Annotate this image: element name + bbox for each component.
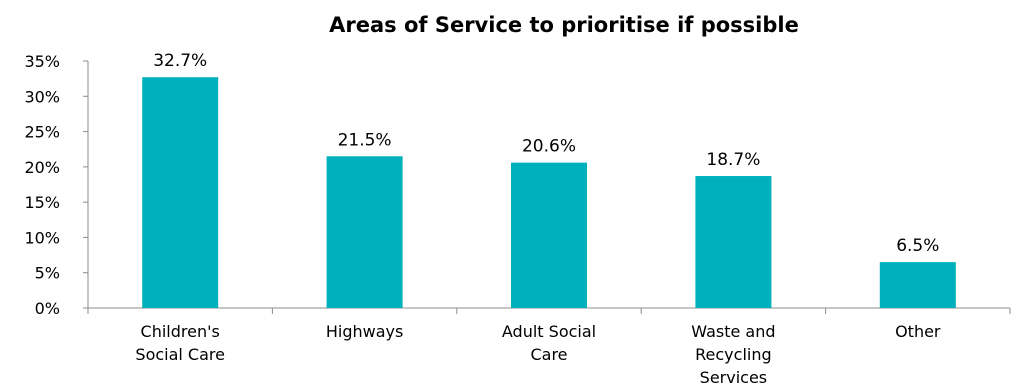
chart-title: Areas of Service to prioritise if possib… — [329, 13, 799, 37]
x-tick-label: Other — [895, 322, 941, 341]
data-label: 6.5% — [896, 236, 939, 256]
plot-area: 0% 5% 10% 15% 20% 25% 30% 35% 32.7% Children's Soc… — [24, 51, 1011, 383]
bar — [695, 176, 772, 308]
y-tick-label: 5% — [35, 264, 60, 283]
data-label: 18.7% — [706, 150, 760, 170]
data-label: 32.7% — [153, 51, 207, 71]
y-tick-label: 0% — [35, 299, 60, 318]
y-tick-label: 30% — [24, 87, 60, 106]
y-tick-label: 10% — [24, 228, 60, 247]
y-tick-label: 25% — [24, 123, 60, 142]
bar — [511, 162, 587, 308]
data-label: 20.6% — [522, 137, 576, 157]
y-tick-label: 20% — [24, 158, 60, 177]
x-tick-label: Highways — [326, 322, 403, 341]
x-tick-label: Children's Social Care — [135, 322, 225, 364]
data-label: 21.5% — [338, 130, 392, 150]
y-tick-label: 35% — [24, 52, 60, 71]
x-tick-label: Waste and Recycling Services — [691, 322, 775, 383]
y-tick-label: 15% — [24, 193, 60, 212]
x-tick-label: Adult Social Care — [502, 322, 596, 364]
bar — [326, 156, 403, 308]
bar — [142, 77, 219, 308]
bar — [879, 262, 956, 308]
